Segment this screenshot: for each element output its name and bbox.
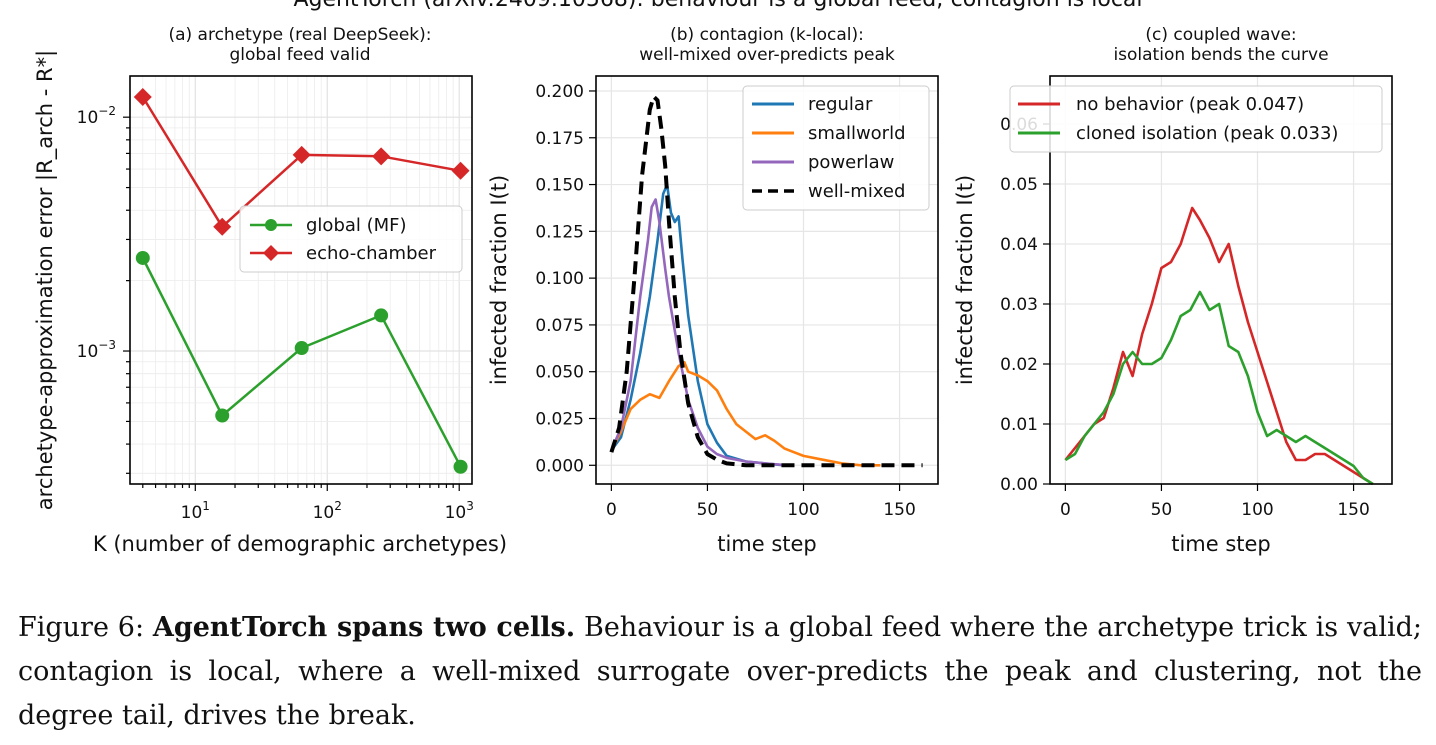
panel-a-series	[133, 87, 470, 474]
data-point	[453, 459, 468, 474]
y-tick-label: 10−2	[77, 104, 116, 128]
x-tick-label: 100	[1241, 500, 1273, 520]
x-tick-label: 101	[181, 499, 210, 523]
x-tick-label: 102	[313, 499, 342, 523]
panel-b-title-line2: well-mixed over-predicts peak	[639, 45, 895, 65]
legend-label-regular: regular	[808, 94, 873, 115]
y-tick-label: 0.100	[535, 269, 584, 289]
panel-b-contagion: (b) contagion (k-local): well-mixed over…	[487, 25, 939, 556]
data-point	[135, 250, 150, 265]
x-tick-label: 103	[445, 499, 474, 523]
panel-c-frame	[1049, 75, 1393, 485]
caption-bold: AgentTorch spans two cells.	[152, 612, 576, 643]
y-tick-label: 0.150	[535, 176, 584, 196]
panel-a-grid	[130, 76, 472, 484]
panel-a-archetype: (a) archetype (real DeepSeek): global fe…	[33, 25, 507, 556]
data-point	[213, 217, 232, 236]
panel-a-title-line1: (a) archetype (real DeepSeek):	[168, 25, 431, 45]
panel-a-ylabel: archetype-approximation error |R_arch - …	[33, 50, 58, 510]
y-tick-label: 0.050	[535, 363, 584, 383]
y-tick-label: 0.200	[535, 82, 584, 102]
data-point	[372, 147, 391, 166]
legend-label-powerlaw: powerlaw	[808, 152, 894, 173]
series-line-cloned	[1064, 290, 1374, 486]
panel-c-legend: no behavior (peak 0.047) cloned isolatio…	[1009, 85, 1383, 153]
y-tick-label: 0.000	[535, 456, 584, 476]
legend-label-echo: echo-chamber	[306, 243, 437, 264]
panel-b-series	[609, 94, 923, 468]
panel-a-legend: global (MF) echo-chamber	[239, 205, 463, 273]
panel-c-title-line2: isolation bends the curve	[1113, 45, 1328, 65]
caption-label: Figure 6:	[18, 612, 145, 643]
y-tick-label: 0.03	[1000, 295, 1038, 315]
y-tick-label: 0.025	[535, 409, 584, 429]
panel-c-xlabel: time step	[1171, 532, 1271, 556]
series-line-no	[1064, 206, 1374, 486]
legend-label-cloned-isolation: cloned isolation (peak 0.033)	[1076, 123, 1338, 144]
y-tick-label: 0.075	[535, 316, 584, 336]
legend-marker-echo	[263, 245, 279, 261]
y-tick-label: 0.125	[535, 222, 584, 242]
legend-marker-global	[265, 219, 277, 231]
x-tick-label: 50	[1151, 500, 1173, 520]
data-point	[215, 408, 230, 423]
legend-label-no-behavior: no behavior (peak 0.047)	[1076, 94, 1304, 115]
y-tick-label: 0.02	[1000, 355, 1038, 375]
series-line-powerlaw	[610, 198, 789, 467]
panel-b-title-line1: (b) contagion (k-local):	[670, 25, 864, 45]
data-point	[374, 308, 389, 323]
y-tick-label: 0.01	[1000, 415, 1038, 435]
data-point	[451, 161, 470, 180]
data-point	[294, 341, 309, 356]
y-tick-label: 10−3	[77, 338, 116, 362]
caption-text: Behaviour is a global feed where the arc…	[18, 612, 1422, 731]
panel-b-xlabel: time step	[717, 532, 817, 556]
y-tick-label: 0.04	[1000, 235, 1038, 255]
legend-label-well-mixed: well-mixed	[808, 181, 905, 202]
x-tick-label: 150	[883, 500, 915, 520]
x-tick-label: 50	[697, 500, 719, 520]
legend-label-global: global (MF)	[306, 215, 407, 236]
x-tick-label: 0	[606, 500, 617, 520]
x-tick-label: 0	[1060, 500, 1071, 520]
legend-label-smallworld: smallworld	[808, 123, 906, 144]
x-tick-label: 100	[787, 500, 819, 520]
series-line-well-mixed	[609, 94, 923, 468]
series-line-global	[141, 257, 462, 468]
panel-a-title-line2: global feed valid	[229, 45, 370, 65]
figure-suptitle: AgentTorch (arXiv:2409.10568): behaviour…	[293, 0, 1142, 12]
panel-b-ticks: 0 50 100 150 0.000 0.025 0.050 0.075 0.100 0.125 0…	[535, 82, 915, 520]
panel-a-ticks: 101 102 103 10−3 10−2	[77, 104, 474, 523]
y-tick-label: 0.00	[1000, 475, 1038, 495]
y-tick-label: 0.175	[535, 129, 584, 149]
panel-a-frame	[129, 75, 473, 485]
panel-b-legend: regular smallworld powerlaw well-mixed	[742, 85, 930, 211]
figure-caption: Figure 6: AgentTorch spans two cells. Be…	[18, 606, 1422, 738]
panel-c-series	[1064, 206, 1374, 486]
panel-c-ylabel: infected fraction I(t)	[953, 175, 977, 385]
figure-6: AgentTorch (arXiv:2409.10568): behaviour…	[33, 0, 1393, 556]
series-line-smallworld	[610, 360, 881, 467]
y-tick-label: 0.05	[1000, 175, 1038, 195]
panel-a-xlabel: K (number of demographic archetypes)	[93, 532, 507, 556]
panel-b-frame	[595, 75, 939, 485]
x-tick-label: 150	[1337, 500, 1369, 520]
data-point	[133, 87, 152, 106]
panel-b-ylabel: infected fraction I(t)	[487, 175, 511, 385]
panel-c-coupled-wave: (c) coupled wave: isolation bends the cu…	[953, 25, 1393, 556]
panel-c-title-line1: (c) coupled wave:	[1145, 25, 1296, 45]
data-point	[292, 145, 311, 164]
